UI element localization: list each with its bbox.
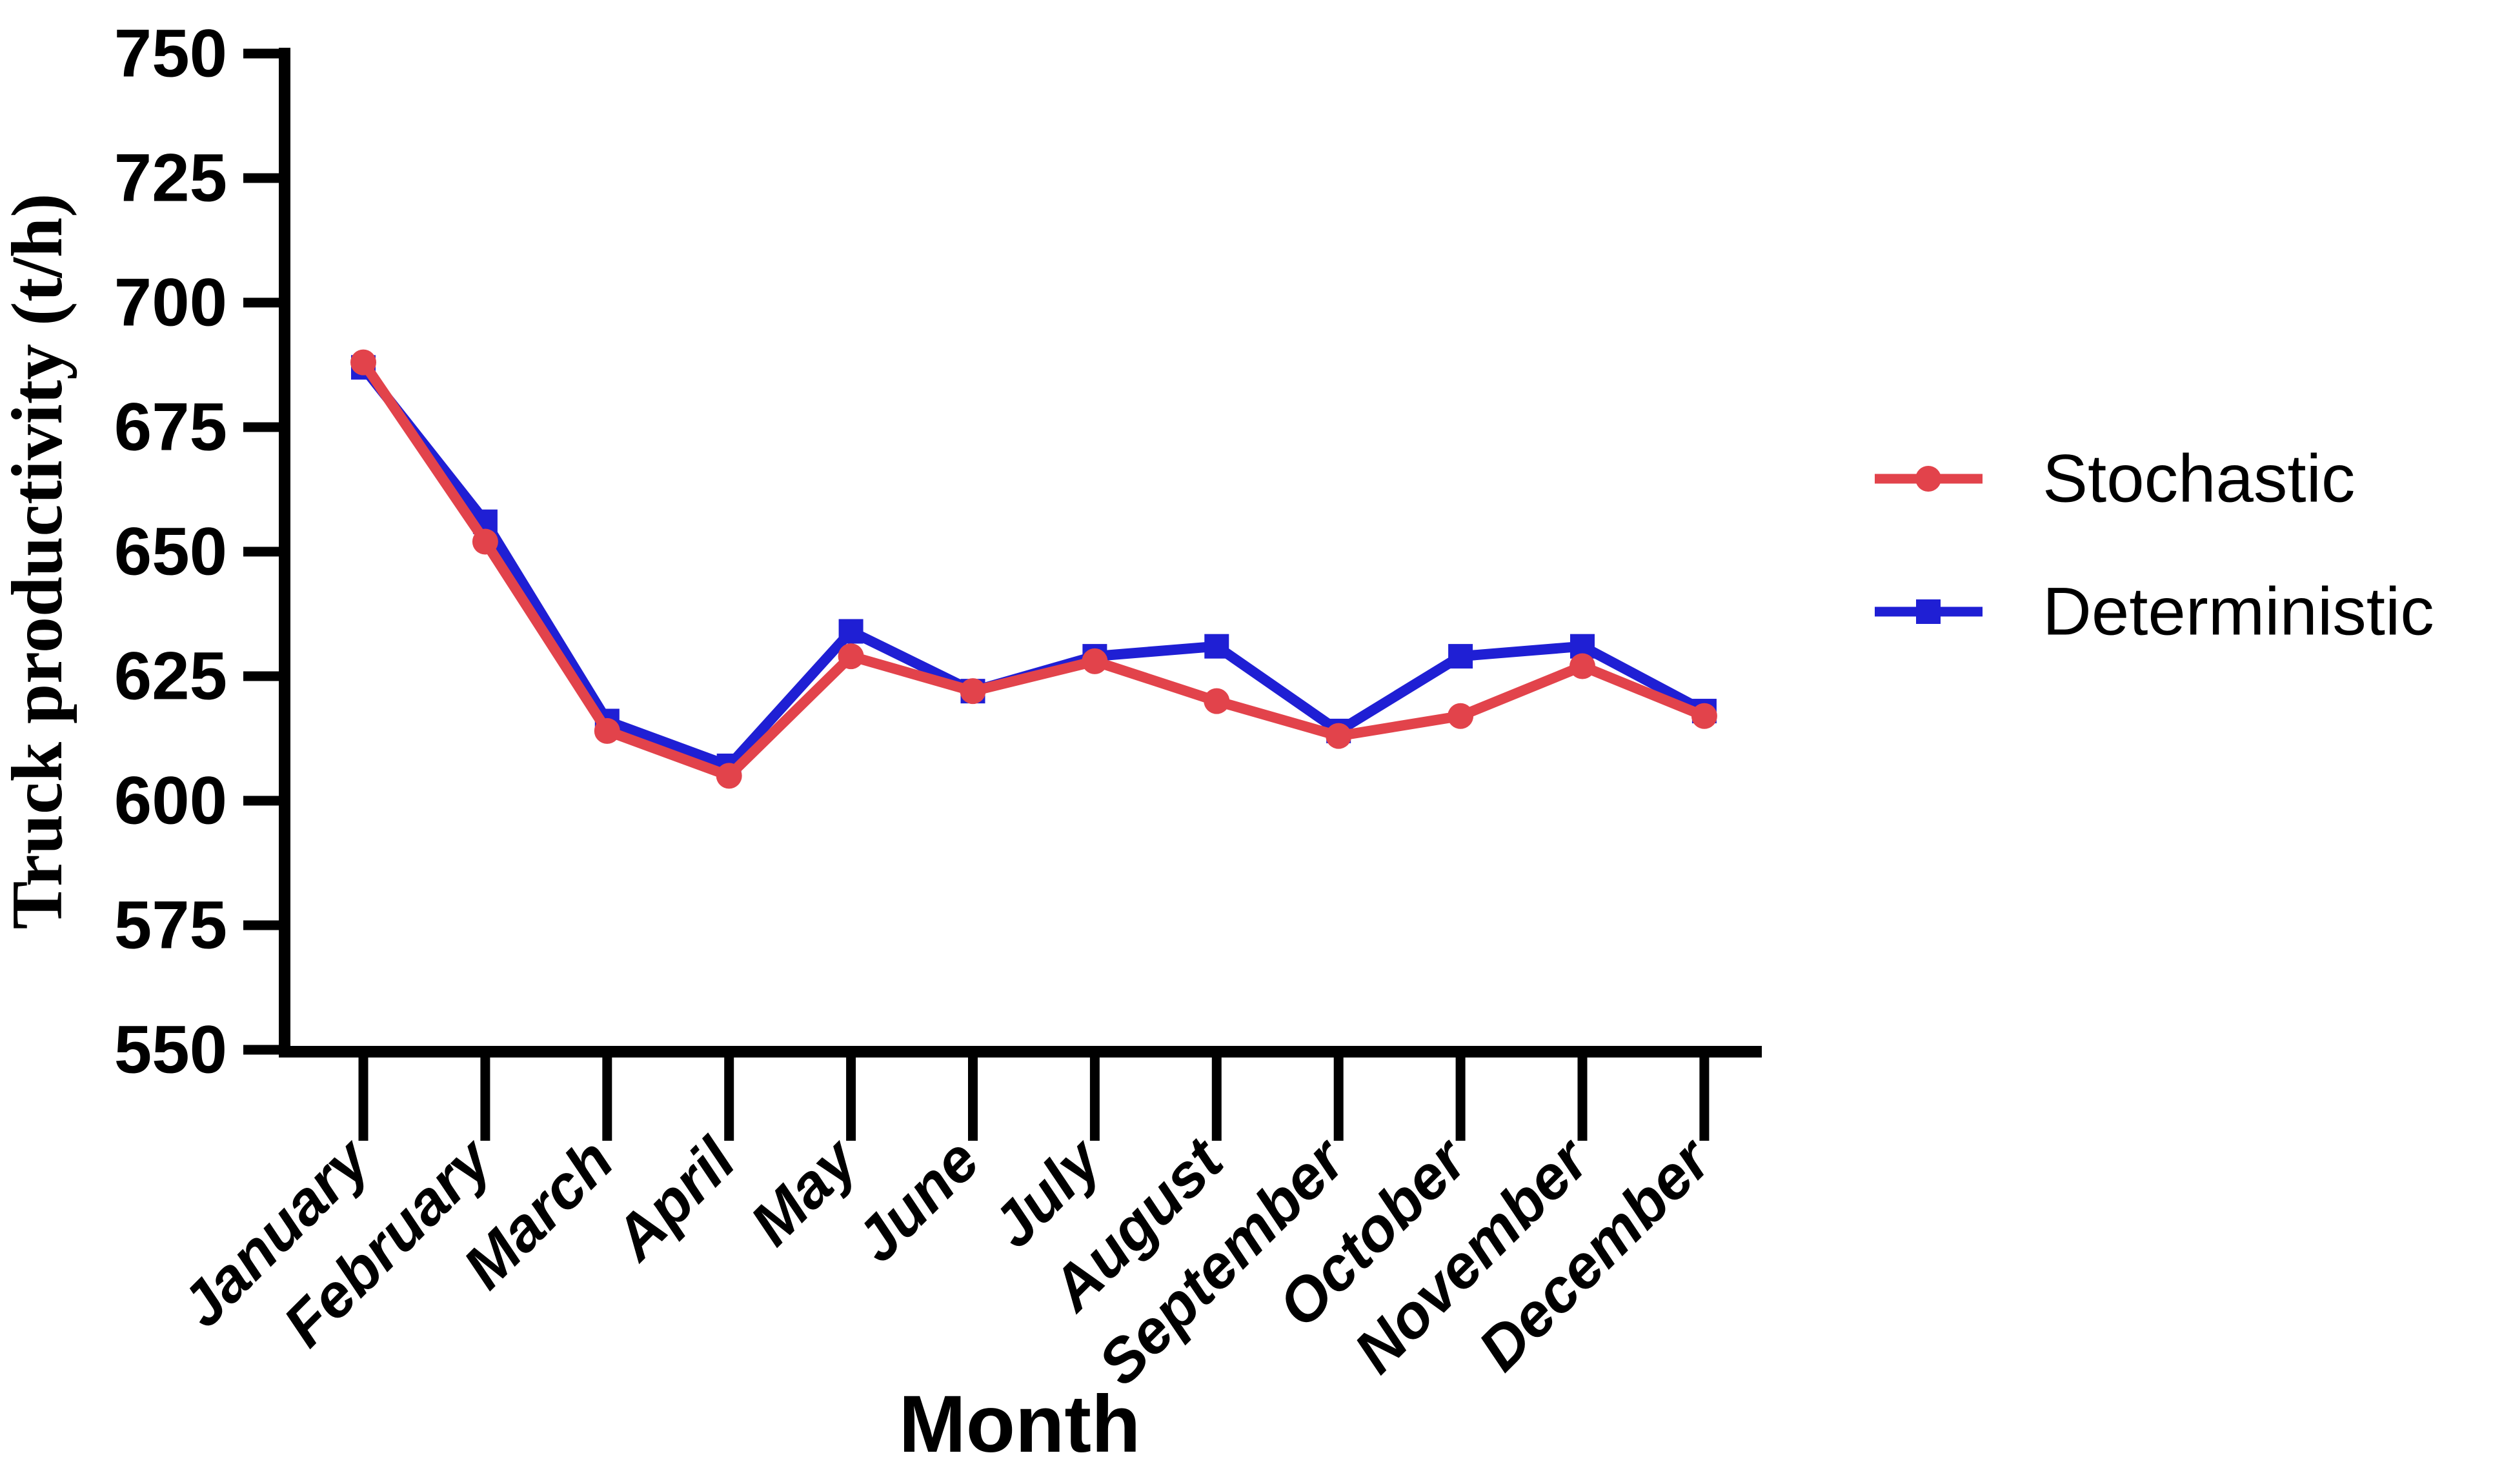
y-tick-label: 625 — [114, 639, 227, 714]
x-axis-title: Month — [899, 1379, 1141, 1469]
stochastic-marker — [960, 678, 986, 705]
stochastic-marker — [1082, 648, 1108, 674]
month-label: June — [843, 1126, 993, 1276]
y-tick-label: 600 — [114, 763, 227, 839]
month-label: April — [600, 1125, 749, 1274]
deterministic-marker — [1448, 644, 1473, 669]
stochastic-marker — [838, 643, 864, 670]
y-axis-title: Truck productivity (t/h) — [0, 194, 77, 930]
month-label: May — [738, 1124, 873, 1259]
legend-label-deterministic: Deterministic — [2043, 574, 2434, 650]
y-tick-label: 650 — [114, 514, 227, 590]
deterministic-marker — [838, 619, 863, 644]
legend: Stochastic Deterministic — [1875, 441, 2434, 650]
stochastic-marker — [472, 528, 498, 555]
stochastic-marker — [1204, 688, 1230, 714]
stochastic-marker — [350, 349, 376, 376]
y-tick-label: 725 — [114, 141, 227, 216]
data-series — [350, 349, 1717, 789]
y-tick-label: 550 — [114, 1012, 227, 1088]
stochastic-marker — [1326, 723, 1352, 749]
y-tick-label: 700 — [114, 265, 227, 341]
stochastic-marker — [594, 717, 620, 744]
x-axis-ticks: JanuaryFebruaryMarchAprilMayJuneJulyAugu… — [168, 1058, 1726, 1398]
stochastic-marker — [716, 763, 742, 789]
y-axis-ticks: 550 575 600 625 650 675 700 725 750 — [114, 16, 290, 1088]
deterministic-square-marker-icon — [1916, 599, 1941, 624]
y-tick-label: 750 — [114, 16, 227, 92]
stochastic-line — [359, 359, 1706, 781]
deterministic-line — [359, 364, 1707, 771]
stochastic-marker — [1691, 703, 1717, 729]
legend-entry-deterministic: Deterministic — [1875, 574, 2434, 650]
legend-label-stochastic: Stochastic — [2043, 441, 2355, 517]
stochastic-circle-marker-icon — [1915, 466, 1941, 492]
stochastic-marker — [1569, 653, 1595, 679]
stochastic-marker — [1448, 703, 1474, 729]
y-tick-label: 575 — [114, 888, 227, 963]
y-tick-label: 675 — [114, 390, 227, 465]
legend-entry-stochastic: Stochastic — [1875, 441, 2355, 517]
deterministic-marker — [1204, 634, 1229, 659]
